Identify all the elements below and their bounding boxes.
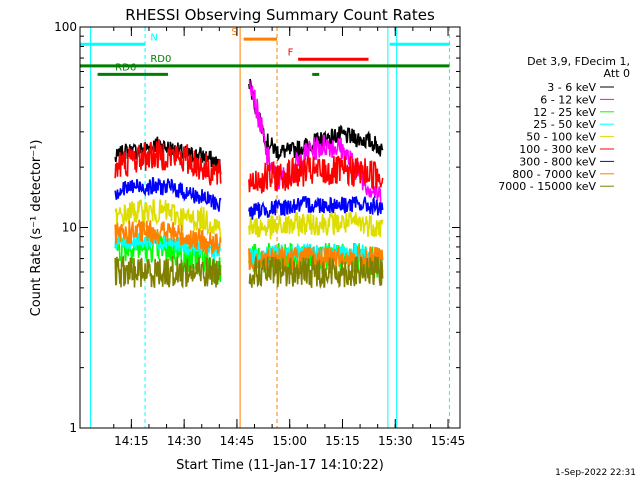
series-line-50-100-kev-seg-1 [248,211,384,240]
series-line-100-300-kev-seg-0 [114,139,222,186]
legend-label: 100 - 300 keV [519,143,596,156]
x-tick-label: 15:00 [272,434,307,448]
y-tick-label: 10 [62,221,77,235]
legend-header-line: Det 3,9, FDecim 1, [527,55,630,68]
timestamp: 1-Sep-2022 22:31 [555,468,636,478]
x-tick-label: 15:30 [378,434,413,448]
series-line-3-6-kev-seg-0 [114,136,222,175]
y-tick-label: 100 [54,20,77,34]
series-line-800-7000-kev-seg-0 [114,219,222,255]
legend-label: 25 - 50 keV [533,118,596,131]
annotations-layer [80,37,450,76]
x-tick-label: 15:15 [325,434,360,448]
legend-label: 3 - 6 keV [547,81,596,94]
annotation-label-rd0: RD0 [150,54,171,65]
annotation-label-s: S [231,27,237,38]
series-line-100-300-kev-seg-1 [248,155,384,194]
series-line-7000-15000-kev-seg-1 [248,254,384,290]
x-tick-label: 14:30 [167,434,202,448]
series-line-7000-15000-kev-seg-0 [114,254,222,289]
y-axis-label: Count Rate (s⁻¹ detector⁻¹) [29,140,44,317]
legend-label: 50 - 100 keV [526,131,596,144]
axes-layer: N S F RD0 RD6 1 10 100 14:15 14:30 14:45 15:00 15:15… [54,20,465,448]
legend-label: 7000 - 15000 keV [498,180,596,193]
x-tick-label: 14:15 [114,434,149,448]
legend-label: 800 - 7000 keV [512,168,596,181]
plot-area [90,27,450,428]
annotation-label-f: F [288,47,294,58]
legend-header-line: Att 0 [604,67,630,80]
annotation-label-n: N [150,32,157,43]
legend-label: 6 - 12 keV [540,93,596,106]
y-tick-label: 1 [69,421,77,435]
chart-title: RHESSI Observing Summary Count Rates [125,6,435,24]
series-line-300-800-kev-seg-0 [114,176,222,212]
x-tick-label: 15:45 [431,434,466,448]
legend-label: 12 - 25 keV [533,106,596,119]
x-axis-label: Start Time (11-Jan-17 14:10:22) [176,458,384,473]
annotation-label-rd6: RD6 [115,62,136,73]
series-line-3-6-kev-seg-1 [248,78,384,162]
legend-label: 300 - 800 keV [519,155,596,168]
x-tick-label: 14:45 [220,434,255,448]
series-line-300-800-kev-seg-1 [248,195,384,220]
